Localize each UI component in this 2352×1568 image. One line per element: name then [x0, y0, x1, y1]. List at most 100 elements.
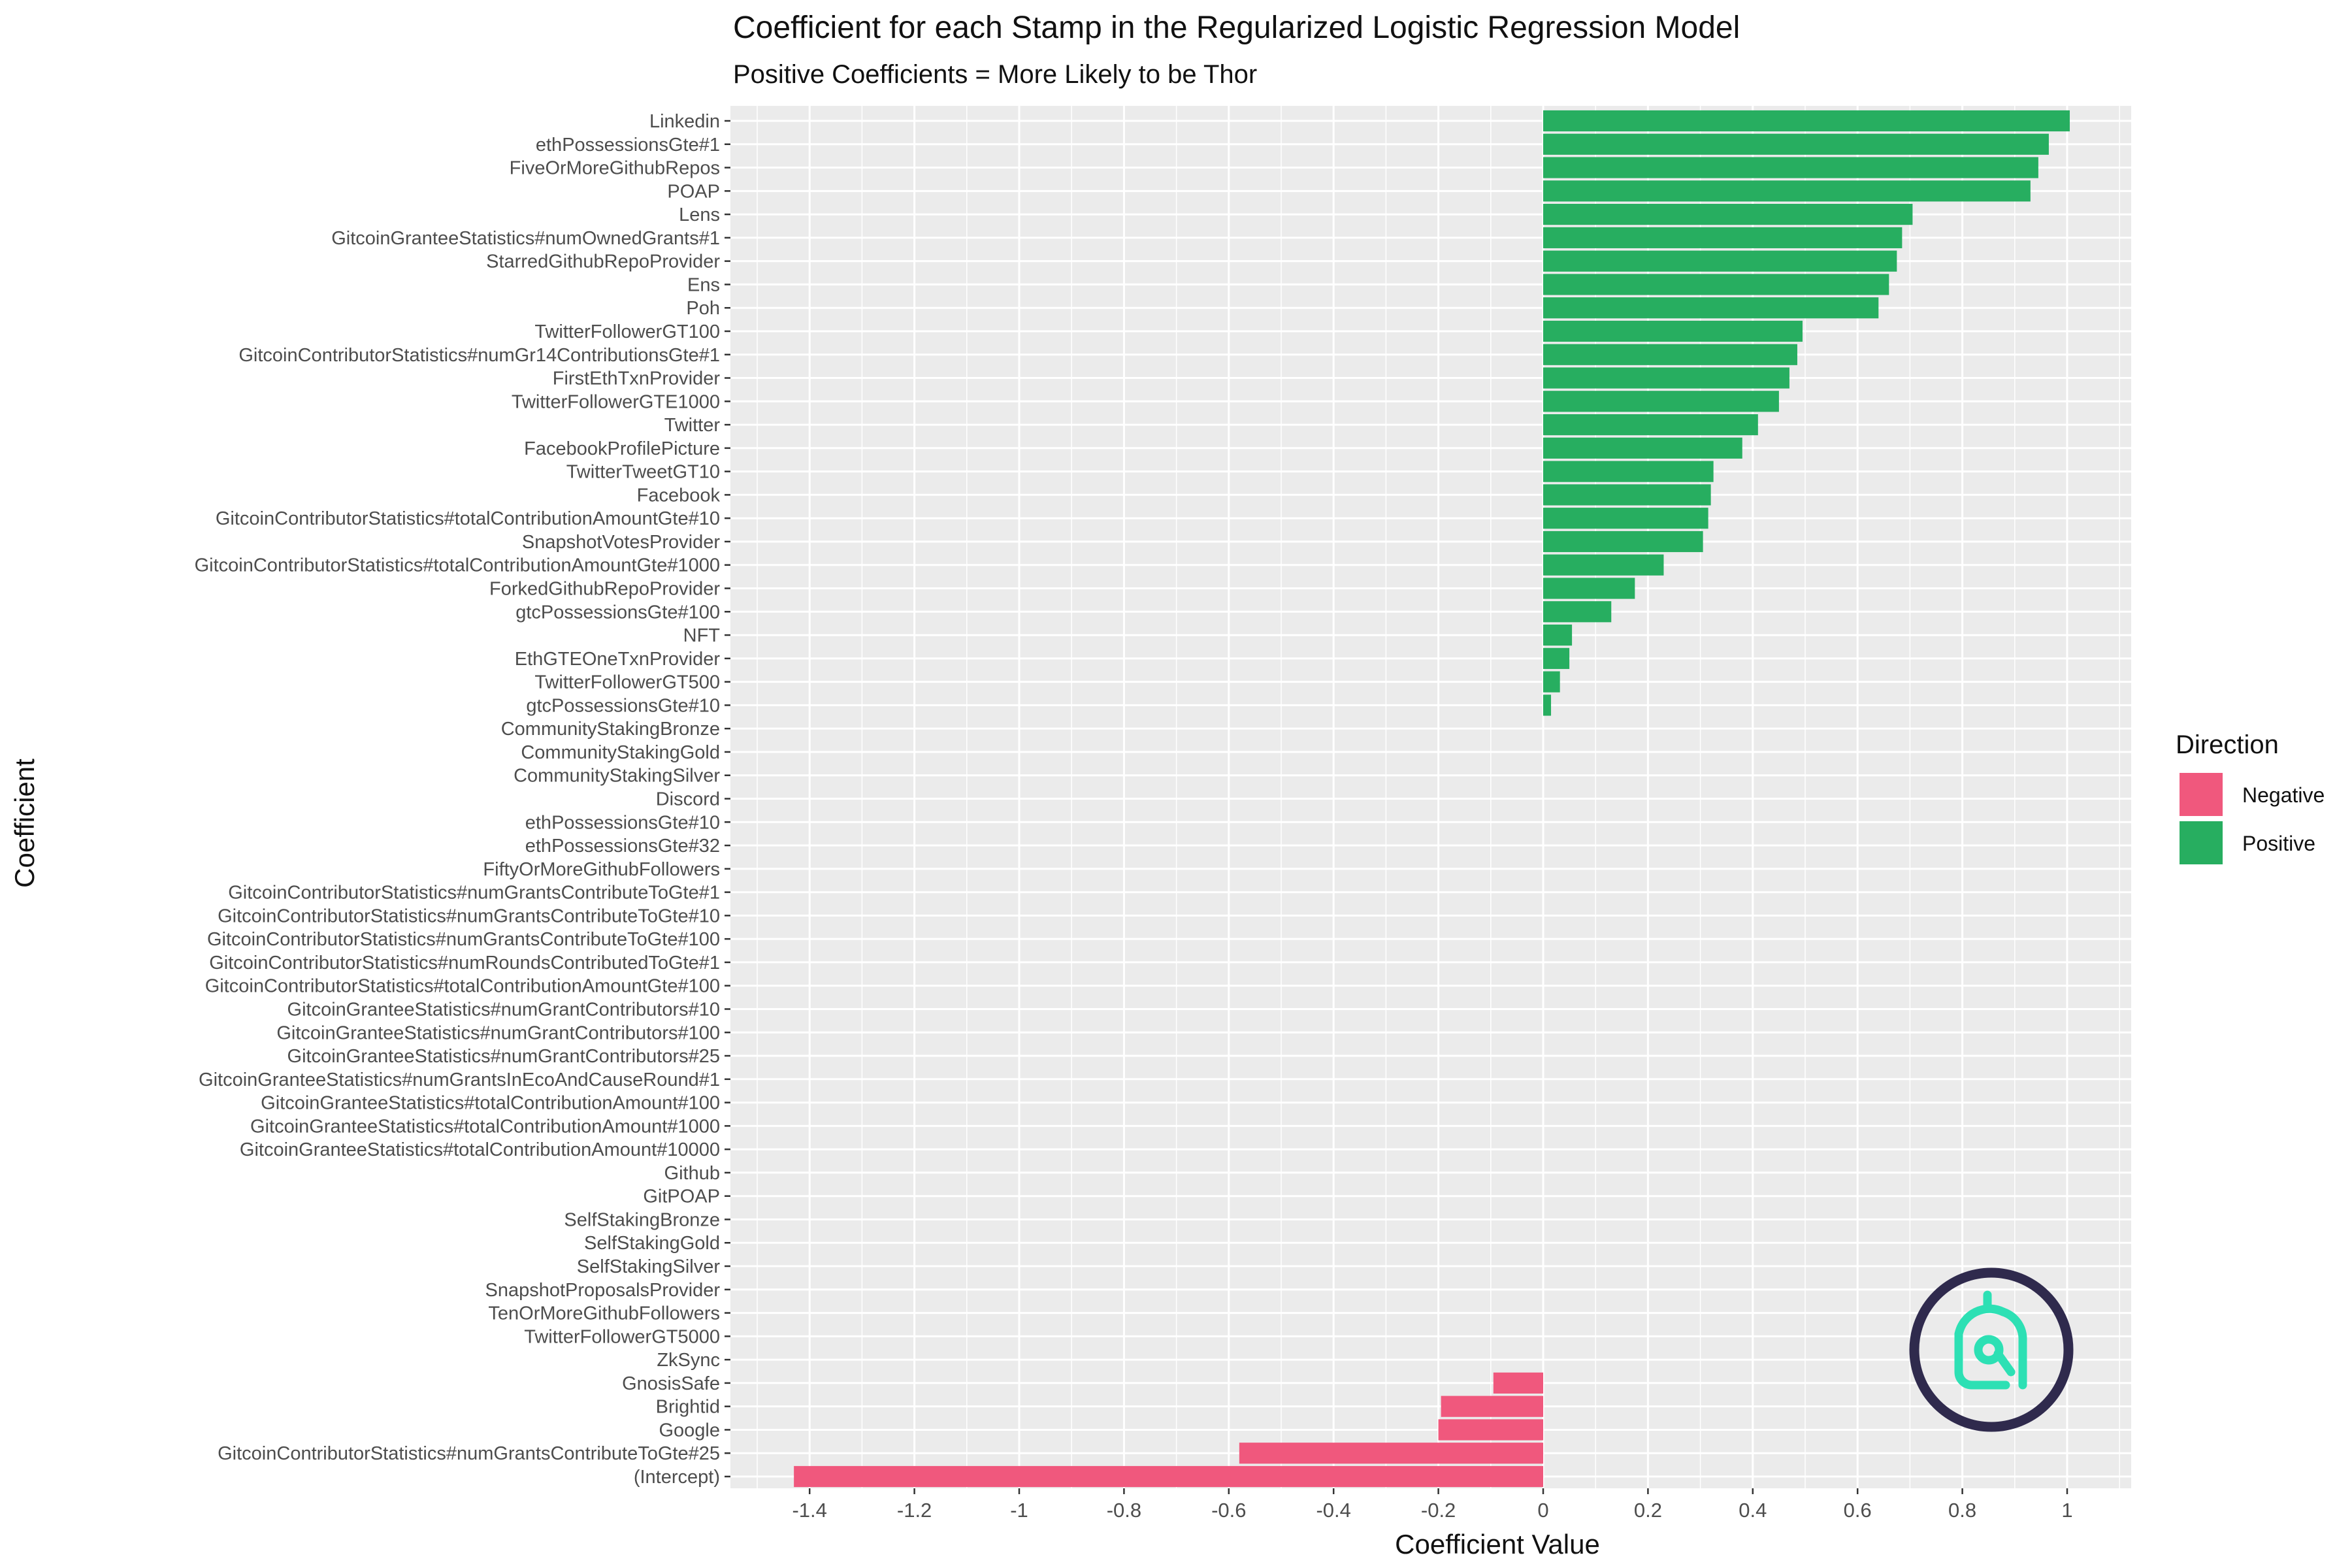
- y-tick-label: GitcoinGranteeStatistics#numGrantContrib…: [287, 999, 720, 1020]
- y-tick-label: FirstEthTxnProvider: [553, 368, 721, 389]
- y-tick-label: EthGTEOneTxnProvider: [515, 649, 721, 670]
- y-tick-label: StarredGithubRepoProvider: [486, 252, 720, 272]
- bar-5: [1543, 204, 1913, 225]
- gridlines: [730, 106, 2131, 1488]
- y-tick-label: TenOrMoreGithubFollowers: [488, 1303, 720, 1324]
- y-tick-label: Google: [659, 1420, 720, 1441]
- y-tick-label: TwitterTweetGT10: [566, 462, 720, 483]
- y-tick-label: FiveOrMoreGithubRepos: [510, 158, 720, 179]
- y-tick-label: GitcoinContributorStatistics#totalContri…: [205, 976, 720, 997]
- legend: Direction Negative Positive: [2176, 730, 2325, 864]
- chart-subtitle: Positive Coefficients = More Likely to b…: [733, 60, 1257, 89]
- x-tick-label: 0: [1537, 1499, 1548, 1522]
- x-tick-label: -1: [1010, 1499, 1028, 1522]
- y-tick-label: Facebook: [637, 485, 721, 506]
- bar-14: [1543, 414, 1758, 436]
- x-tick-label: -0.8: [1107, 1499, 1141, 1522]
- x-tick-label: 0.6: [1844, 1499, 1872, 1522]
- x-tick-label: 1: [2061, 1499, 2072, 1522]
- y-tick-label: SnapshotVotesProvider: [522, 532, 720, 553]
- plot-panel: [730, 106, 2131, 1488]
- y-tick-label: ethPossessionsGte#32: [525, 836, 720, 857]
- y-tick-label: ForkedGithubRepoProvider: [489, 579, 720, 600]
- x-axis-ticks: -1.4 -1.2 -1 -0.8 -0.6 -0.4 -0.2 0 0.2 0.4 0.6 0.8 1: [792, 1488, 2073, 1522]
- x-tick-label: 0.8: [1948, 1499, 1976, 1522]
- y-tick-label: gtcPossessionsGte#100: [515, 602, 720, 623]
- legend-swatch-positive: [2180, 821, 2223, 864]
- bar-10: [1543, 320, 1803, 342]
- bar-13: [1543, 391, 1779, 412]
- bar-1: [1543, 110, 2070, 132]
- bar-57: [1438, 1419, 1543, 1441]
- y-tick-label: GitcoinGranteeStatistics#numGrantContrib…: [276, 1022, 720, 1043]
- bar-20: [1543, 554, 1664, 576]
- chart-title: Coefficient for each Stamp in the Regula…: [733, 10, 1740, 45]
- y-tick-label: CommunityStakingBronze: [501, 719, 720, 740]
- legend-label-positive: Positive: [2242, 832, 2315, 855]
- bar-12: [1543, 367, 1789, 389]
- y-tick-label: ethPossessionsGte#10: [525, 812, 720, 833]
- y-tick-label: GitcoinContributorStatistics#numGr14Cont…: [238, 345, 720, 366]
- bar-11: [1543, 344, 1797, 365]
- y-tick-label: GitPOAP: [643, 1186, 720, 1207]
- y-tick-label: Github: [664, 1163, 720, 1184]
- y-tick-label: Discord: [656, 789, 720, 810]
- y-tick-label: SelfStakingGold: [584, 1233, 720, 1254]
- y-tick-label: Poh: [686, 298, 720, 319]
- bar-56: [1441, 1396, 1543, 1417]
- bar-21: [1543, 578, 1635, 599]
- y-tick-label: TwitterFollowerGTE1000: [512, 391, 720, 412]
- y-tick-label: GitcoinContributorStatistics#numGrantsCo…: [218, 906, 720, 926]
- y-tick-label: CommunityStakingGold: [521, 742, 720, 763]
- y-tick-label: Linkedin: [649, 111, 720, 132]
- y-tick-label: SelfStakingBronze: [564, 1209, 720, 1230]
- x-tick-label: -0.6: [1211, 1499, 1246, 1522]
- y-tick-label: GnosisSafe: [622, 1373, 720, 1394]
- y-tick-label: gtcPossessionsGte#10: [526, 695, 720, 716]
- bar-17: [1543, 484, 1711, 506]
- y-tick-label: Ens: [687, 274, 720, 295]
- y-tick-label: (Intercept): [634, 1467, 720, 1488]
- y-tick-label: ZkSync: [657, 1350, 720, 1371]
- bar-4: [1543, 180, 2031, 202]
- bar-7: [1543, 250, 1897, 272]
- bar-8: [1543, 274, 1889, 295]
- y-tick-label: Twitter: [664, 415, 721, 436]
- y-tick-label: SnapshotProposalsProvider: [485, 1280, 721, 1301]
- y-tick-label: CommunityStakingSilver: [514, 766, 720, 787]
- y-tick-label: ethPossessionsGte#1: [536, 135, 720, 155]
- y-tick-label: NFT: [683, 625, 721, 646]
- y-tick-label: GitcoinGranteeStatistics#totalContributi…: [261, 1093, 720, 1114]
- y-tick-label: Lens: [679, 204, 720, 225]
- bar-2: [1543, 133, 2049, 155]
- y-tick-label: GitcoinGranteeStatistics#numGrantsInEcoA…: [199, 1070, 720, 1090]
- y-tick-label: GitcoinGranteeStatistics#numGrantContrib…: [287, 1046, 720, 1067]
- y-tick-label: GitcoinContributorStatistics#numGrantsCo…: [218, 1443, 720, 1464]
- bar-59: [794, 1465, 1543, 1488]
- bar-6: [1543, 227, 1903, 248]
- y-tick-label: TwitterFollowerGT100: [534, 321, 720, 342]
- y-tick-label: GitcoinContributorStatistics#numGrantsCo…: [228, 883, 720, 904]
- y-tick-label: FiftyOrMoreGithubFollowers: [483, 859, 720, 880]
- y-tick-label: TwitterFollowerGT500: [534, 672, 720, 693]
- x-axis-title: Coefficient Value: [1395, 1529, 1600, 1560]
- bar-58: [1239, 1443, 1543, 1464]
- y-tick-label: GitcoinContributorStatistics#numRoundsCo…: [209, 953, 720, 973]
- bar-24: [1543, 647, 1570, 669]
- x-tick-label: 0.4: [1739, 1499, 1767, 1522]
- bar-23: [1543, 624, 1573, 646]
- y-tick-label: SelfStakingSilver: [577, 1256, 721, 1277]
- x-tick-label: -1.4: [792, 1499, 826, 1522]
- legend-label-negative: Negative: [2242, 783, 2325, 807]
- y-tick-label: FacebookProfilePicture: [524, 438, 720, 459]
- y-axis-ticks: Linkedin ethPossessionsGte#1 FiveOrMoreGit…: [195, 111, 730, 1488]
- x-tick-label: -1.2: [897, 1499, 932, 1522]
- x-tick-label: -0.4: [1316, 1499, 1350, 1522]
- y-tick-label: GitcoinGranteeStatistics#totalContributi…: [250, 1116, 720, 1137]
- y-tick-label: TwitterFollowerGT5000: [524, 1326, 720, 1347]
- bar-16: [1543, 461, 1714, 482]
- bar-9: [1543, 297, 1879, 319]
- bars: [794, 110, 2070, 1488]
- y-tick-label: Brightid: [656, 1397, 720, 1418]
